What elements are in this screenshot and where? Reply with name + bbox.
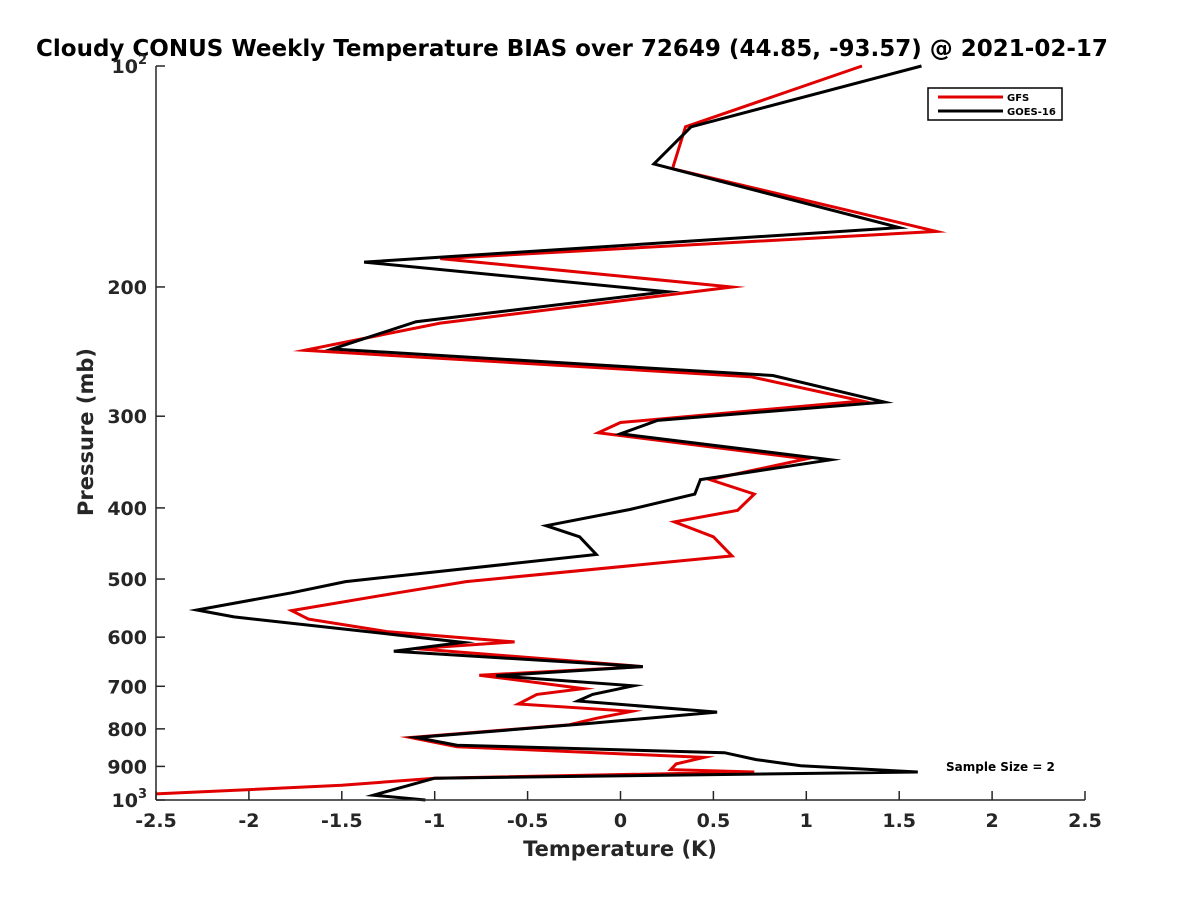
plot-curves [155,64,947,802]
legend-box [927,87,1063,121]
y-tick-label: 800 [107,719,147,741]
legend-label-goes16: GOES-16 [1007,107,1056,118]
x-tick-label: 2.5 [1068,810,1102,832]
y-tick-label: 500 [107,569,147,591]
x-tick-label: 0 [614,810,627,832]
y-tick-label: 600 [107,627,147,649]
x-axis-ticks: -2.5 -2 -1.5 -1 -0.5 0 0.5 1 1.5 2 2.5 [135,791,1102,832]
y-tick-label: 700 [107,676,147,698]
y-tick-label: 900 [107,756,147,778]
chart-title: Cloudy CONUS Weekly Temperature BIAS ove… [36,36,1108,62]
y-tick-label: 300 [107,406,147,428]
x-tick-label: 0.5 [697,810,731,832]
legend-label-gfs: GFS [1007,93,1029,104]
y-tick-label: 200 [107,277,147,299]
x-tick-label: 1 [800,810,813,832]
y-tick-label: 103 [112,787,148,812]
y-axis-label: Pressure (mb) [74,348,98,516]
x-tick-label: -0.5 [507,810,549,832]
x-tick-label: -1 [424,810,445,832]
x-tick-label: 1.5 [882,810,916,832]
legend: GFS GOES-16 [927,87,1063,121]
x-tick-label: -1.5 [321,810,363,832]
x-tick-label: -2.5 [135,810,177,832]
x-tick-label: -2 [238,810,259,832]
y-tick-label: 102 [112,53,148,78]
y-axis-ticks: 102 200 300 400 500 600 700 800 900 103 [107,53,165,812]
y-tick-label: 400 [107,498,147,520]
x-axis-label: Temperature (K) [523,837,717,861]
sample-size-annotation: Sample Size = 2 [946,760,1055,774]
x-tick-label: 2 [985,810,998,832]
series-line-goes16 [188,64,922,802]
